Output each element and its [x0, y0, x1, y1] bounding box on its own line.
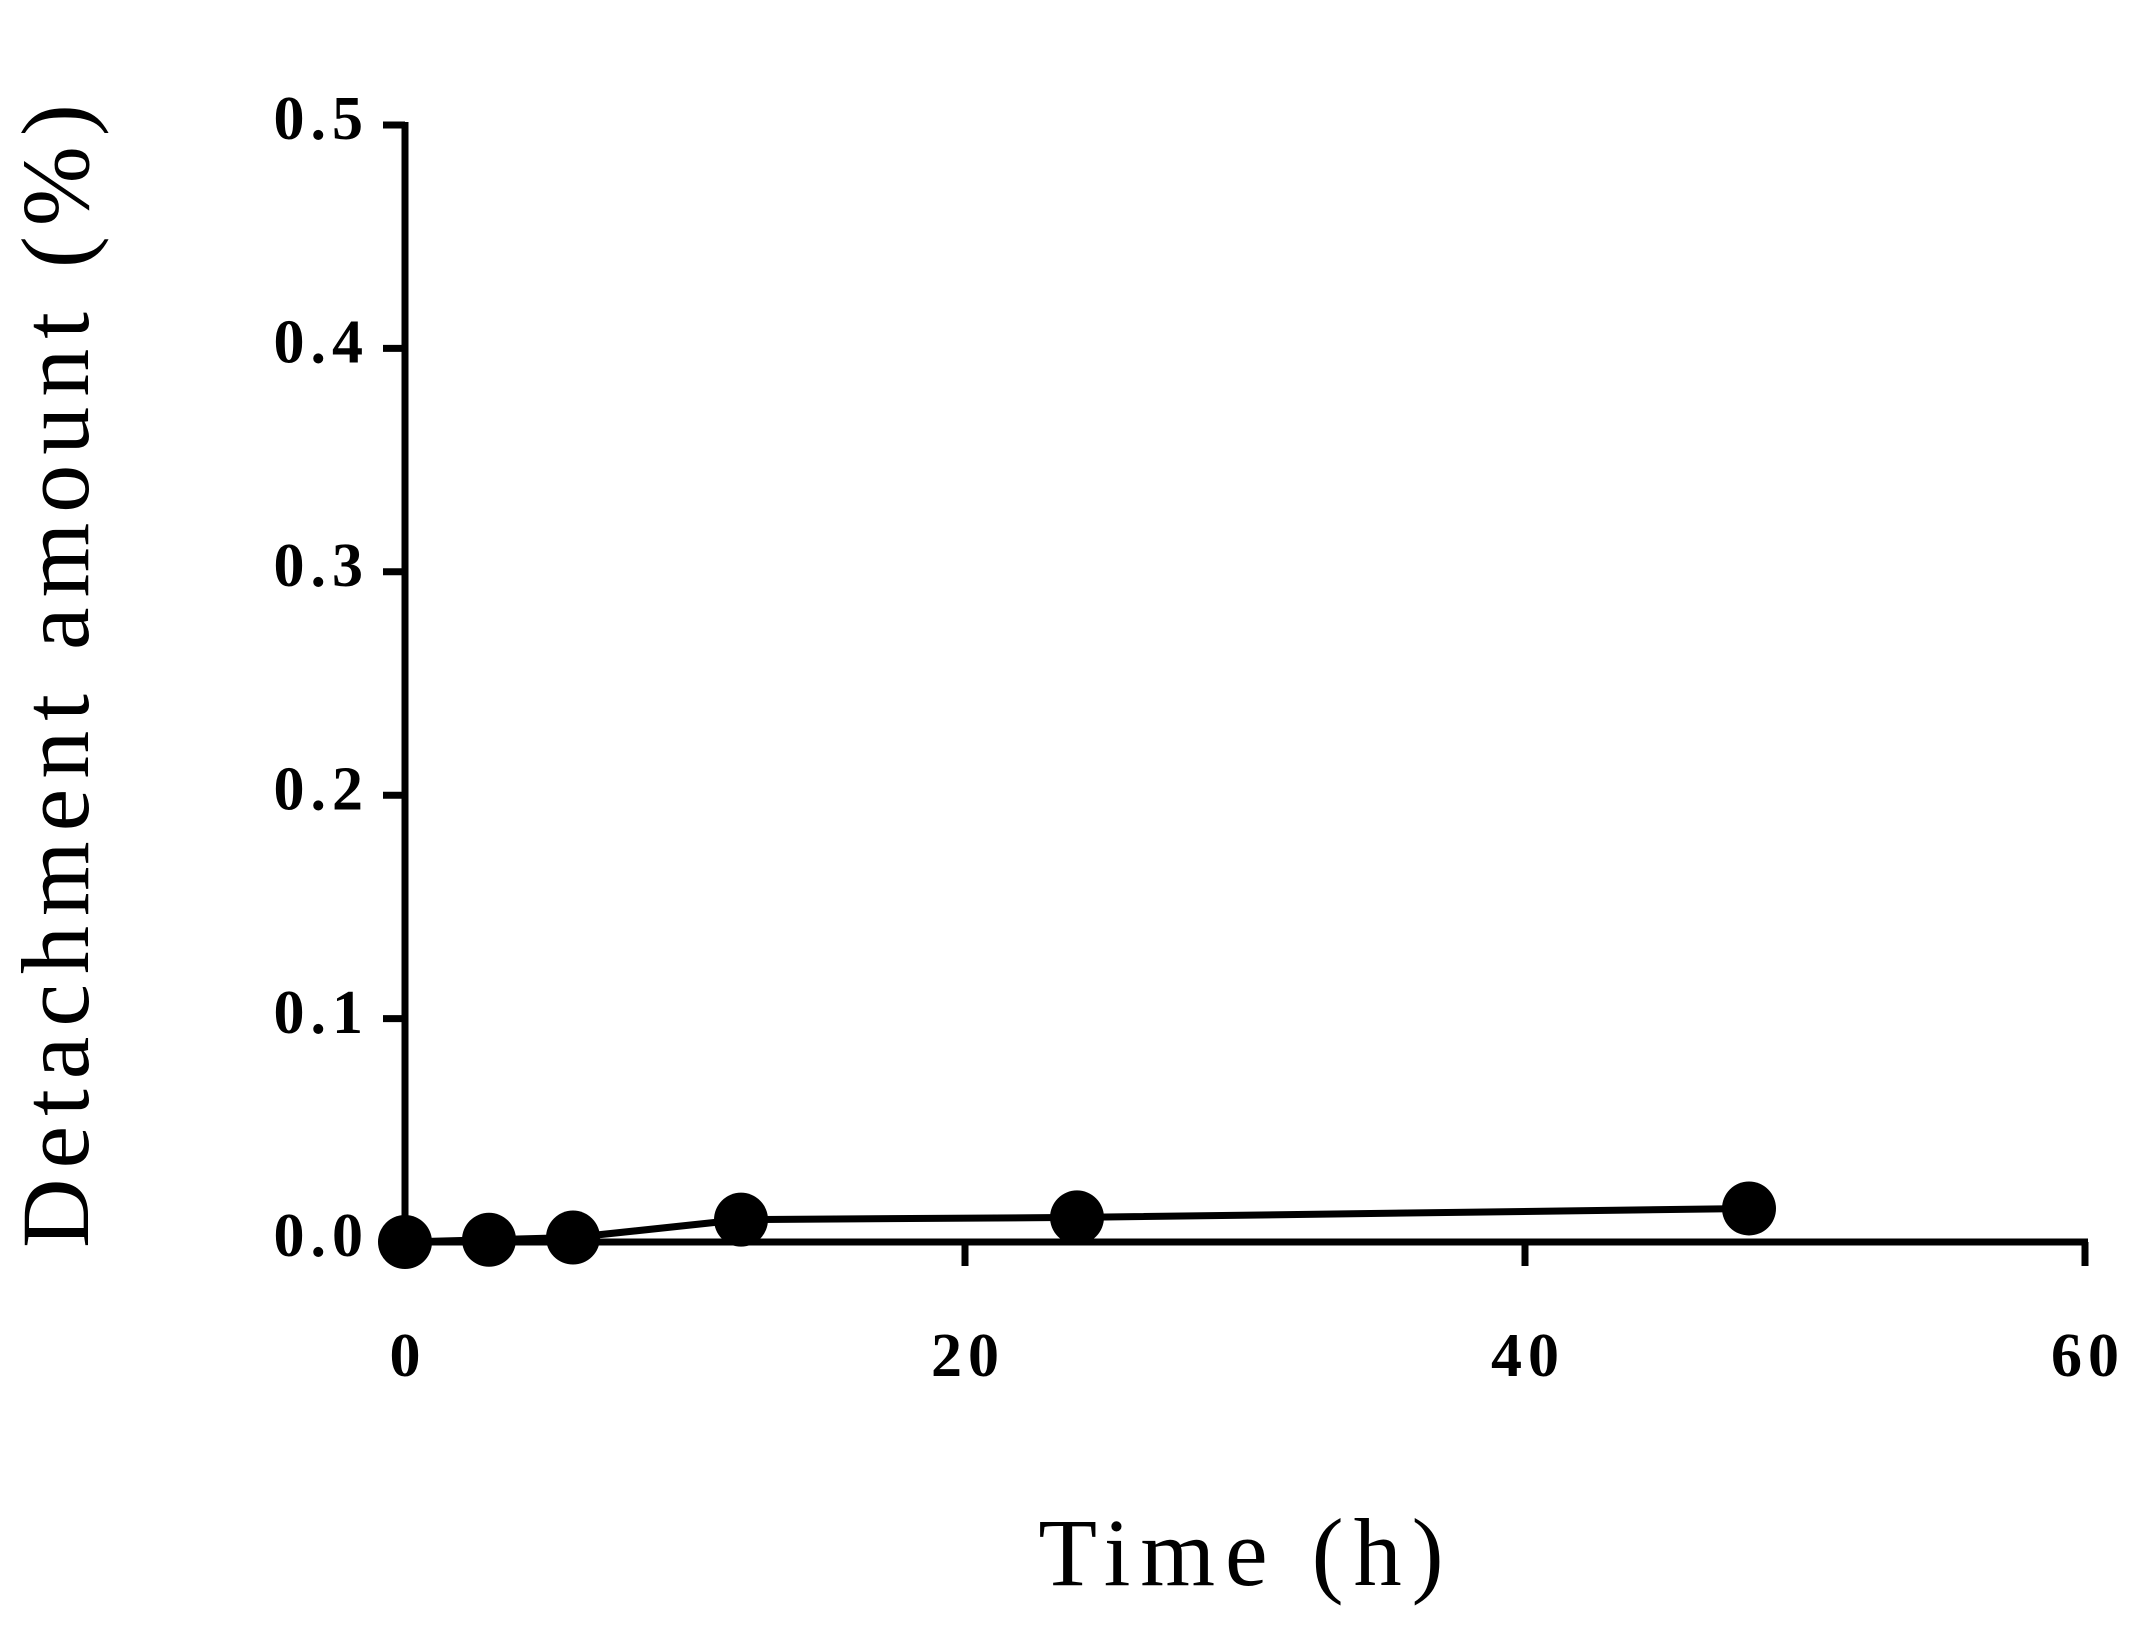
y-tick-label: 0.0 [274, 1202, 370, 1270]
y-tick-label: 0.4 [274, 309, 370, 377]
x-tick-label: 60 [2051, 1322, 2125, 1390]
data-point [1722, 1181, 1776, 1236]
y-tick-label: 0.5 [274, 85, 370, 153]
data-point [378, 1215, 432, 1269]
data-point [1050, 1190, 1104, 1245]
data-point [714, 1192, 768, 1247]
x-tick-label: 20 [931, 1322, 1005, 1390]
x-axis-title: Time (h) [1038, 1499, 1453, 1606]
data-point [462, 1212, 516, 1267]
y-axis-title: Detachment amount (%) [2, 94, 109, 1248]
x-tick-label: 0 [390, 1322, 427, 1390]
data-point [546, 1210, 600, 1265]
x-tick-label: 40 [1491, 1322, 1565, 1390]
y-tick-label: 0.1 [274, 979, 370, 1047]
y-tick-label: 0.3 [274, 532, 370, 600]
y-tick-label: 0.2 [274, 755, 370, 823]
